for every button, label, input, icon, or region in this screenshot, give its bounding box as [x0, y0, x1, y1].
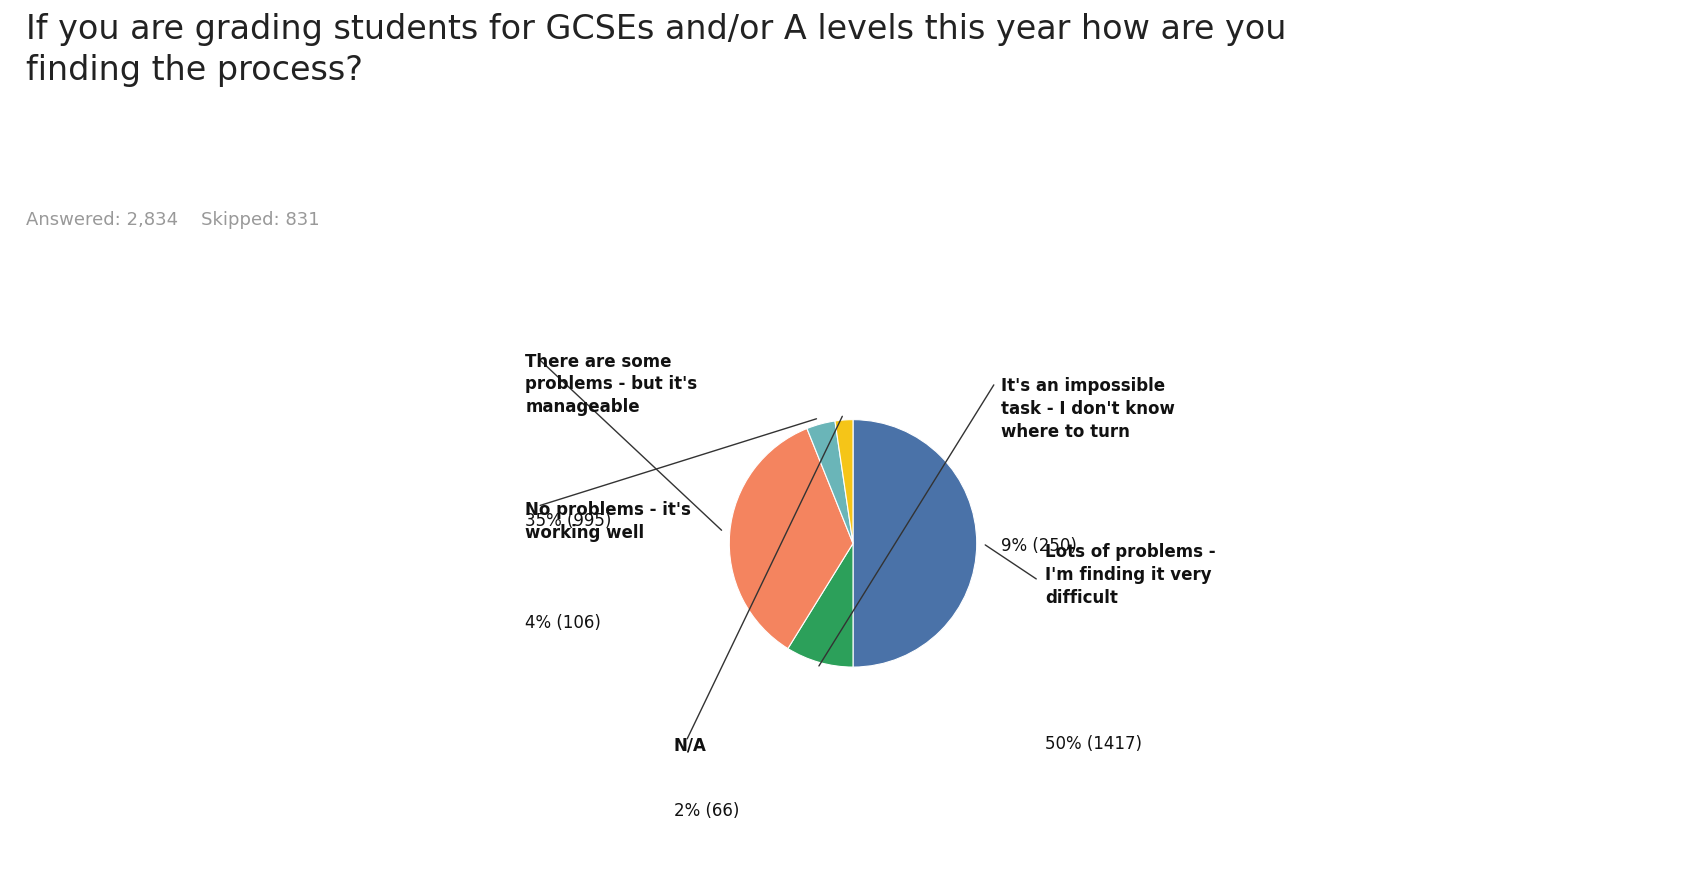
Text: 9% (250): 9% (250)	[1001, 537, 1076, 554]
Text: No problems - it's
working well: No problems - it's working well	[525, 501, 691, 541]
Text: Lots of problems -
I'm finding it very
difficult: Lots of problems - I'm finding it very d…	[1043, 543, 1214, 607]
Text: It's an impossible
task - I don't know
where to turn: It's an impossible task - I don't know w…	[1001, 377, 1175, 440]
Wedge shape	[806, 422, 852, 544]
Text: 4% (106): 4% (106)	[525, 613, 600, 631]
Text: If you are grading students for GCSEs and/or A levels this year how are you
find: If you are grading students for GCSEs an…	[26, 13, 1286, 87]
Text: 50% (1417): 50% (1417)	[1043, 734, 1141, 752]
Wedge shape	[788, 544, 852, 667]
Wedge shape	[852, 420, 977, 667]
Text: Answered: 2,834    Skipped: 831: Answered: 2,834 Skipped: 831	[26, 210, 319, 229]
Wedge shape	[728, 429, 852, 649]
Text: 35% (995): 35% (995)	[525, 511, 610, 530]
Text: There are some
problems - but it's
manageable: There are some problems - but it's manag…	[525, 353, 697, 416]
Text: N/A: N/A	[673, 735, 706, 753]
Wedge shape	[834, 420, 852, 544]
Text: 2% (66): 2% (66)	[673, 801, 738, 819]
